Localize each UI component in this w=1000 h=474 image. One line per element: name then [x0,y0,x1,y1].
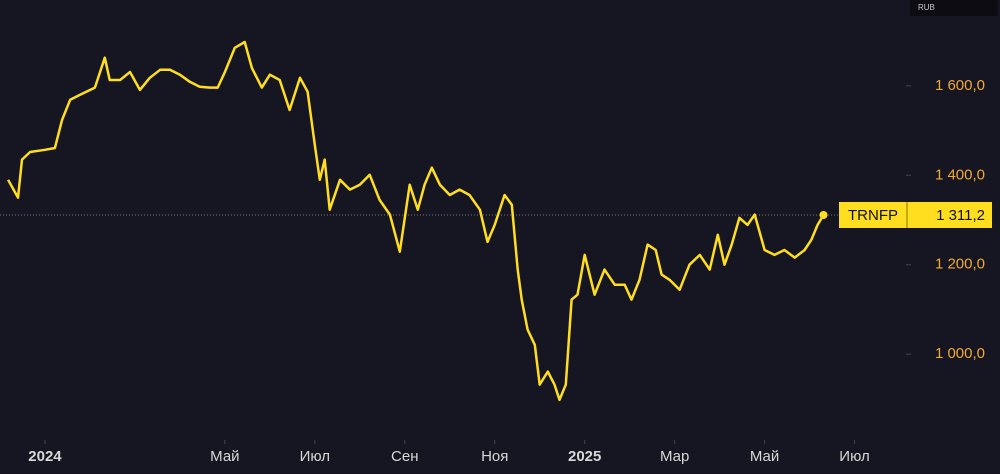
y-tick-label: 1 400,0 [935,166,985,183]
x-tick-label: Мар [660,448,689,465]
x-tick-label: 2024 [28,448,62,465]
x-tick-label: Ноя [481,448,508,465]
x-tick-label: Май [750,448,779,465]
currency-box [910,0,998,16]
x-tick-label: Июл [300,448,330,465]
currency-label: RUB [918,3,935,12]
y-tick-label: 1 600,0 [935,77,985,94]
price-line [7,40,825,402]
price-tag-value: 1 311,2 [936,207,985,224]
price-tag [839,201,992,228]
x-tick-label: 2025 [568,448,601,465]
x-tick-label: Июл [839,448,869,465]
y-tick-label: 1 200,0 [935,256,985,273]
price-tag-name: TRNFP [848,207,898,224]
y-tick-label: 1 000,0 [935,345,985,362]
last-point [819,210,828,219]
x-tick-label: Сен [391,448,418,465]
x-tick-label: Май [210,448,239,465]
